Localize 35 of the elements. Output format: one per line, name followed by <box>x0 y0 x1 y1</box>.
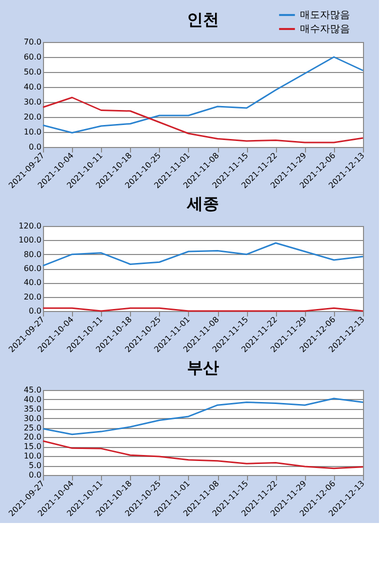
line-series <box>42 56 364 134</box>
y-tick-label: 70.0 <box>24 38 42 46</box>
y-tick-label: 60.0 <box>24 52 42 62</box>
y-tick-label: 50.0 <box>24 68 42 76</box>
y-tick-label: 20.0 <box>24 292 42 302</box>
y-tick-label: 40.0 <box>24 278 42 288</box>
chart-title: 부산 <box>187 358 219 377</box>
y-tick-label: 0.0 <box>28 142 42 152</box>
y-tick-label: 80.0 <box>24 250 42 259</box>
y-tick-label: 25.0 <box>24 423 42 432</box>
y-tick-label: 0.0 <box>28 470 42 480</box>
legend-label: 매도자많음 <box>300 10 350 21</box>
y-tick-label: 5.0 <box>28 461 42 470</box>
chart-title: 인천 <box>187 10 219 29</box>
chart-title: 세종 <box>186 194 219 213</box>
y-tick-label: 15.0 <box>24 442 42 452</box>
legend-label: 매수자많음 <box>300 24 350 35</box>
y-tick-label: 10.0 <box>24 452 42 461</box>
y-tick-label: 60.0 <box>24 264 42 273</box>
line-series <box>42 242 364 266</box>
y-tick-label: 120.0 <box>18 222 42 230</box>
y-tick-label: 45.0 <box>24 386 42 394</box>
line-series <box>42 440 364 470</box>
y-tick-label: 40.0 <box>24 394 42 404</box>
y-tick-label: 30.0 <box>24 98 42 106</box>
y-tick-label: 100.0 <box>18 236 42 245</box>
y-tick-label: 20.0 <box>24 432 42 442</box>
y-tick-label: 0.0 <box>28 306 42 316</box>
y-tick-label: 35.0 <box>24 404 42 414</box>
line-series <box>42 398 364 436</box>
y-tick-label: 20.0 <box>24 112 42 122</box>
y-tick-label: 10.0 <box>24 128 42 136</box>
y-tick-label: 40.0 <box>24 82 42 92</box>
y-tick-label: 30.0 <box>24 414 42 423</box>
line-series <box>42 96 364 144</box>
